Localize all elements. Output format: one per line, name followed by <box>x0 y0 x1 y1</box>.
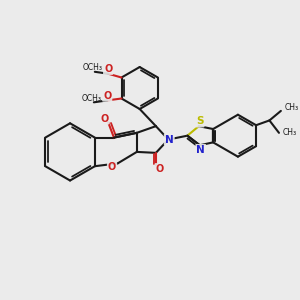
Text: OCH₃: OCH₃ <box>83 64 103 73</box>
Text: S: S <box>196 116 203 126</box>
Text: O: O <box>156 164 164 174</box>
Text: N: N <box>165 134 174 145</box>
Text: O: O <box>103 91 111 100</box>
Text: CH₃: CH₃ <box>285 103 299 112</box>
Text: O: O <box>108 162 116 172</box>
Text: OCH₃: OCH₃ <box>82 94 102 103</box>
Text: CH₃: CH₃ <box>283 128 297 137</box>
Text: O: O <box>100 113 109 124</box>
Text: N: N <box>196 145 205 155</box>
Text: O: O <box>104 64 112 74</box>
